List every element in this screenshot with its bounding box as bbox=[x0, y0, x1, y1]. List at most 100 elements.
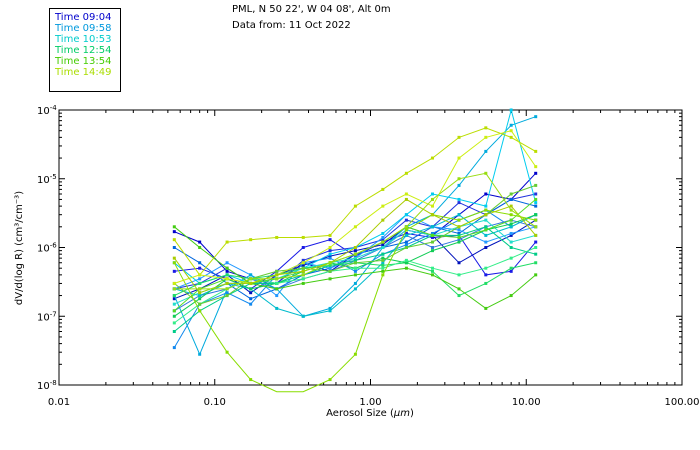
data-point bbox=[225, 269, 229, 273]
data-point bbox=[381, 243, 385, 247]
data-point bbox=[301, 273, 305, 277]
data-point bbox=[404, 243, 408, 247]
data-point bbox=[225, 287, 229, 291]
data-point bbox=[198, 281, 202, 285]
data-point bbox=[249, 378, 253, 382]
data-point bbox=[457, 225, 461, 229]
data-point bbox=[225, 277, 229, 281]
data-point bbox=[172, 287, 176, 291]
data-point bbox=[430, 269, 434, 273]
data-point bbox=[404, 266, 408, 270]
data-point bbox=[198, 297, 202, 301]
data-point bbox=[198, 246, 202, 249]
data-point bbox=[225, 273, 229, 277]
data-point bbox=[172, 297, 176, 301]
data-point bbox=[509, 108, 513, 112]
data-point bbox=[381, 252, 385, 256]
data-point bbox=[457, 294, 461, 298]
data-point bbox=[328, 252, 332, 256]
data-point bbox=[381, 238, 385, 242]
data-point bbox=[457, 218, 461, 222]
x-tick-label: 1.00 bbox=[359, 397, 381, 408]
data-point bbox=[381, 269, 385, 273]
data-point bbox=[404, 240, 408, 244]
data-point bbox=[457, 233, 461, 237]
data-point bbox=[172, 238, 176, 242]
data-point bbox=[249, 291, 253, 295]
data-point bbox=[509, 123, 513, 127]
y-tick-label: 10-6 bbox=[37, 242, 57, 255]
data-point bbox=[198, 261, 202, 265]
x-tick-label: 0.01 bbox=[48, 397, 70, 408]
data-point bbox=[509, 135, 513, 139]
data-point bbox=[275, 287, 279, 291]
data-point bbox=[457, 261, 461, 265]
data-point bbox=[457, 273, 461, 277]
data-point bbox=[404, 233, 408, 237]
data-point bbox=[509, 233, 513, 237]
y-tick-label: 10-8 bbox=[37, 379, 57, 392]
data-point bbox=[457, 231, 461, 235]
data-point bbox=[381, 246, 385, 249]
data-point bbox=[353, 254, 357, 258]
data-point bbox=[301, 258, 305, 262]
data-point bbox=[225, 266, 229, 270]
data-point bbox=[328, 261, 332, 265]
data-point bbox=[328, 249, 332, 253]
series-line bbox=[174, 214, 536, 317]
data-point bbox=[353, 256, 357, 260]
data-point bbox=[534, 149, 538, 153]
data-point bbox=[509, 192, 513, 196]
data-point bbox=[328, 266, 332, 270]
data-point bbox=[430, 246, 434, 249]
data-point bbox=[249, 277, 253, 281]
data-point bbox=[198, 294, 202, 298]
data-point bbox=[484, 266, 488, 270]
data-point bbox=[353, 281, 357, 285]
data-point bbox=[275, 277, 279, 281]
data-point bbox=[172, 281, 176, 285]
data-point bbox=[534, 171, 538, 175]
data-point bbox=[534, 273, 538, 277]
data-point bbox=[381, 266, 385, 270]
data-point bbox=[198, 352, 202, 356]
data-point bbox=[509, 222, 513, 226]
data-point bbox=[249, 238, 253, 242]
data-point bbox=[381, 218, 385, 222]
data-point bbox=[509, 269, 513, 273]
data-point bbox=[249, 302, 253, 306]
x-tick-label: 10.00 bbox=[512, 397, 541, 408]
data-point bbox=[172, 261, 176, 265]
data-point bbox=[249, 281, 253, 285]
data-point bbox=[430, 156, 434, 160]
data-point bbox=[198, 277, 202, 281]
data-point bbox=[404, 171, 408, 175]
legend-entry: Time 10:53 bbox=[55, 34, 112, 45]
x-tick-label: 100.00 bbox=[665, 397, 700, 408]
data-point bbox=[430, 266, 434, 270]
data-point bbox=[484, 281, 488, 285]
data-point bbox=[509, 231, 513, 235]
y-tick-label: 10-5 bbox=[37, 173, 57, 186]
data-point bbox=[534, 233, 538, 237]
data-point bbox=[275, 306, 279, 310]
data-point bbox=[404, 218, 408, 222]
data-point bbox=[534, 115, 538, 119]
data-point bbox=[430, 197, 434, 201]
data-point bbox=[534, 246, 538, 249]
data-point bbox=[328, 269, 332, 273]
data-point bbox=[404, 261, 408, 265]
data-point bbox=[198, 302, 202, 306]
data-point bbox=[381, 261, 385, 265]
data-point bbox=[484, 225, 488, 229]
data-point bbox=[534, 197, 538, 201]
data-point bbox=[457, 287, 461, 291]
data-point bbox=[404, 192, 408, 196]
data-point bbox=[172, 321, 176, 325]
data-point bbox=[430, 273, 434, 277]
data-point bbox=[328, 306, 332, 310]
data-point bbox=[353, 273, 357, 277]
data-point bbox=[457, 235, 461, 239]
data-point bbox=[484, 208, 488, 212]
